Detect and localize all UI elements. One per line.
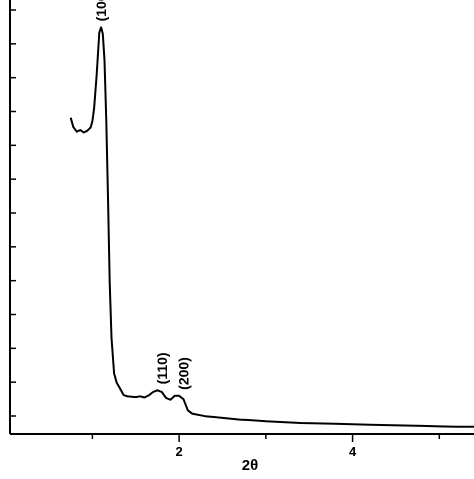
axes — [9, 0, 474, 435]
x-tick-label: 4 — [349, 444, 357, 459]
x-axis-title: 2θ — [242, 457, 258, 474]
series-line-0 — [69, 26, 474, 428]
peak-label: (110) — [154, 352, 170, 384]
x-tick-label: 2 — [176, 444, 183, 459]
peak-label: (200) — [175, 357, 191, 390]
series-layer — [69, 26, 474, 428]
peak-label: (100) — [93, 0, 109, 21]
labels-layer: (100) (110) (200) — [93, 0, 191, 390]
